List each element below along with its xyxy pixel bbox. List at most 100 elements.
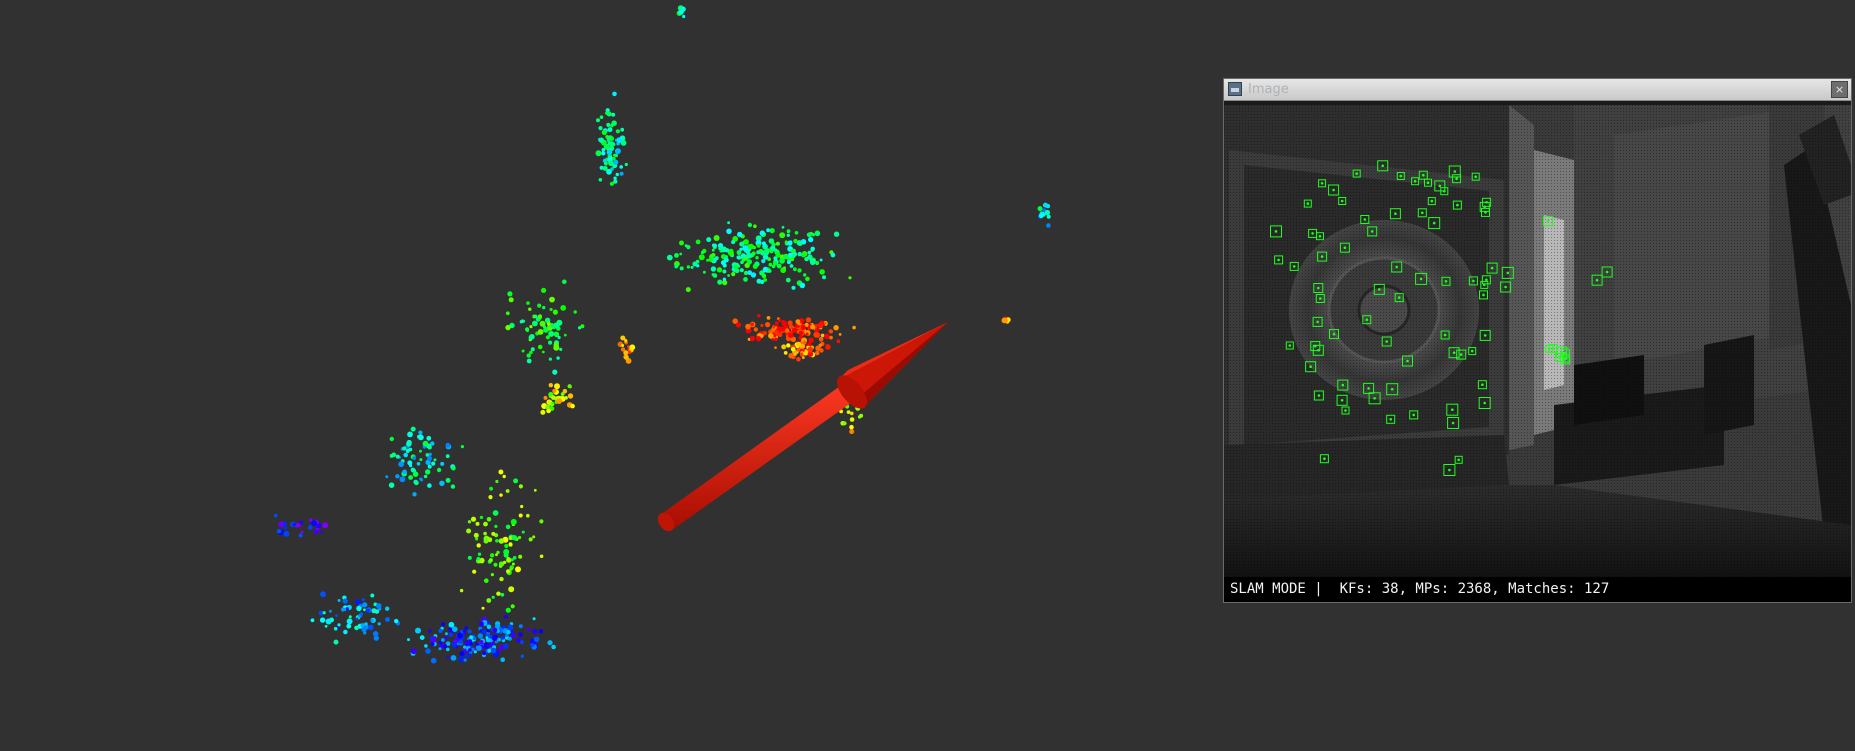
map-point — [685, 287, 691, 293]
map-point — [429, 636, 434, 640]
map-point — [430, 657, 437, 664]
map-point — [764, 248, 770, 254]
feature-marker-box — [1562, 354, 1571, 363]
map-point — [718, 246, 723, 251]
feature-marker-box — [1500, 281, 1512, 293]
map-point — [448, 632, 454, 638]
map-point — [496, 591, 501, 596]
map-point — [743, 277, 748, 282]
map-point — [807, 346, 813, 353]
map-point — [333, 626, 338, 631]
map-point — [492, 627, 498, 633]
map-point — [451, 465, 456, 471]
feature-marker-point — [1319, 297, 1322, 300]
map-point — [385, 617, 390, 622]
map-point — [532, 617, 536, 621]
map-point — [774, 330, 780, 336]
feature-marker-point — [1551, 347, 1555, 350]
map-point — [360, 623, 366, 628]
map-point — [692, 261, 698, 267]
feature-marker-point — [1474, 175, 1477, 178]
feature-marker-point — [1355, 172, 1358, 175]
map-point — [273, 513, 278, 518]
map-point — [759, 230, 765, 236]
map-point — [819, 269, 825, 275]
map-point — [370, 619, 374, 623]
map-point — [407, 460, 413, 466]
map-point — [541, 287, 547, 293]
map-point — [1042, 202, 1048, 208]
map-point — [567, 393, 574, 399]
feature-marker-point — [1453, 170, 1457, 173]
map-point — [781, 344, 787, 350]
map-point — [799, 318, 805, 324]
map-point — [361, 626, 367, 633]
map-point — [491, 595, 495, 599]
map-point — [755, 235, 762, 242]
map-point — [740, 260, 744, 265]
feature-marker-point — [1389, 418, 1392, 421]
map-point — [310, 618, 315, 623]
map-point — [511, 535, 518, 541]
map-point — [737, 231, 743, 238]
feature-marker-box — [1417, 208, 1427, 218]
map-point — [762, 254, 769, 260]
map-point — [759, 270, 765, 276]
map-point — [711, 253, 716, 257]
map-point — [608, 160, 614, 166]
feature-marker-point — [1413, 179, 1417, 183]
map-point — [765, 322, 771, 328]
map-point — [518, 513, 523, 518]
map-point — [739, 268, 744, 273]
feature-marker-point — [1367, 387, 1370, 390]
map-point — [798, 330, 804, 336]
map-point — [528, 334, 534, 340]
map-point — [529, 325, 533, 329]
feature-marker-point — [1306, 202, 1310, 205]
map-point — [460, 445, 464, 449]
map-point — [505, 524, 511, 530]
map-point — [609, 136, 615, 142]
feature-marker-point — [1340, 399, 1344, 402]
close-button[interactable]: × — [1831, 81, 1848, 98]
feature-marker-point — [1451, 408, 1454, 412]
map-point — [412, 471, 419, 478]
feature-marker-point — [1457, 458, 1460, 462]
map-point — [496, 550, 500, 555]
feature-marker-point — [1455, 177, 1458, 180]
map-point — [666, 254, 673, 261]
map-point — [620, 335, 626, 341]
map-point — [385, 475, 389, 479]
map-point — [533, 488, 537, 492]
feature-marker-point — [1412, 413, 1415, 417]
map-point — [813, 331, 820, 338]
map-point — [783, 351, 788, 355]
map-point — [337, 599, 341, 602]
map-point — [430, 441, 435, 446]
feature-marker-box — [1338, 197, 1347, 205]
map-point — [542, 305, 546, 310]
map-point — [497, 637, 501, 642]
map-point — [712, 273, 718, 278]
feature-marker-box — [1336, 394, 1348, 406]
map-point — [408, 475, 413, 480]
map-point — [377, 622, 381, 626]
map-point — [418, 430, 423, 435]
map-point — [774, 337, 778, 342]
map-point — [503, 614, 508, 619]
map-point — [606, 111, 612, 117]
map-point — [802, 340, 807, 345]
map-point — [791, 327, 798, 334]
map-point — [312, 521, 318, 526]
map-point — [490, 647, 497, 654]
map-point — [859, 413, 864, 418]
map-point — [370, 593, 375, 598]
map-point — [613, 159, 619, 165]
map-point — [446, 655, 450, 659]
image-window-titlebar[interactable]: Image × — [1224, 79, 1851, 101]
map-point — [537, 303, 542, 308]
map-point — [394, 618, 399, 624]
map-point — [814, 350, 820, 356]
map-point — [464, 640, 471, 646]
